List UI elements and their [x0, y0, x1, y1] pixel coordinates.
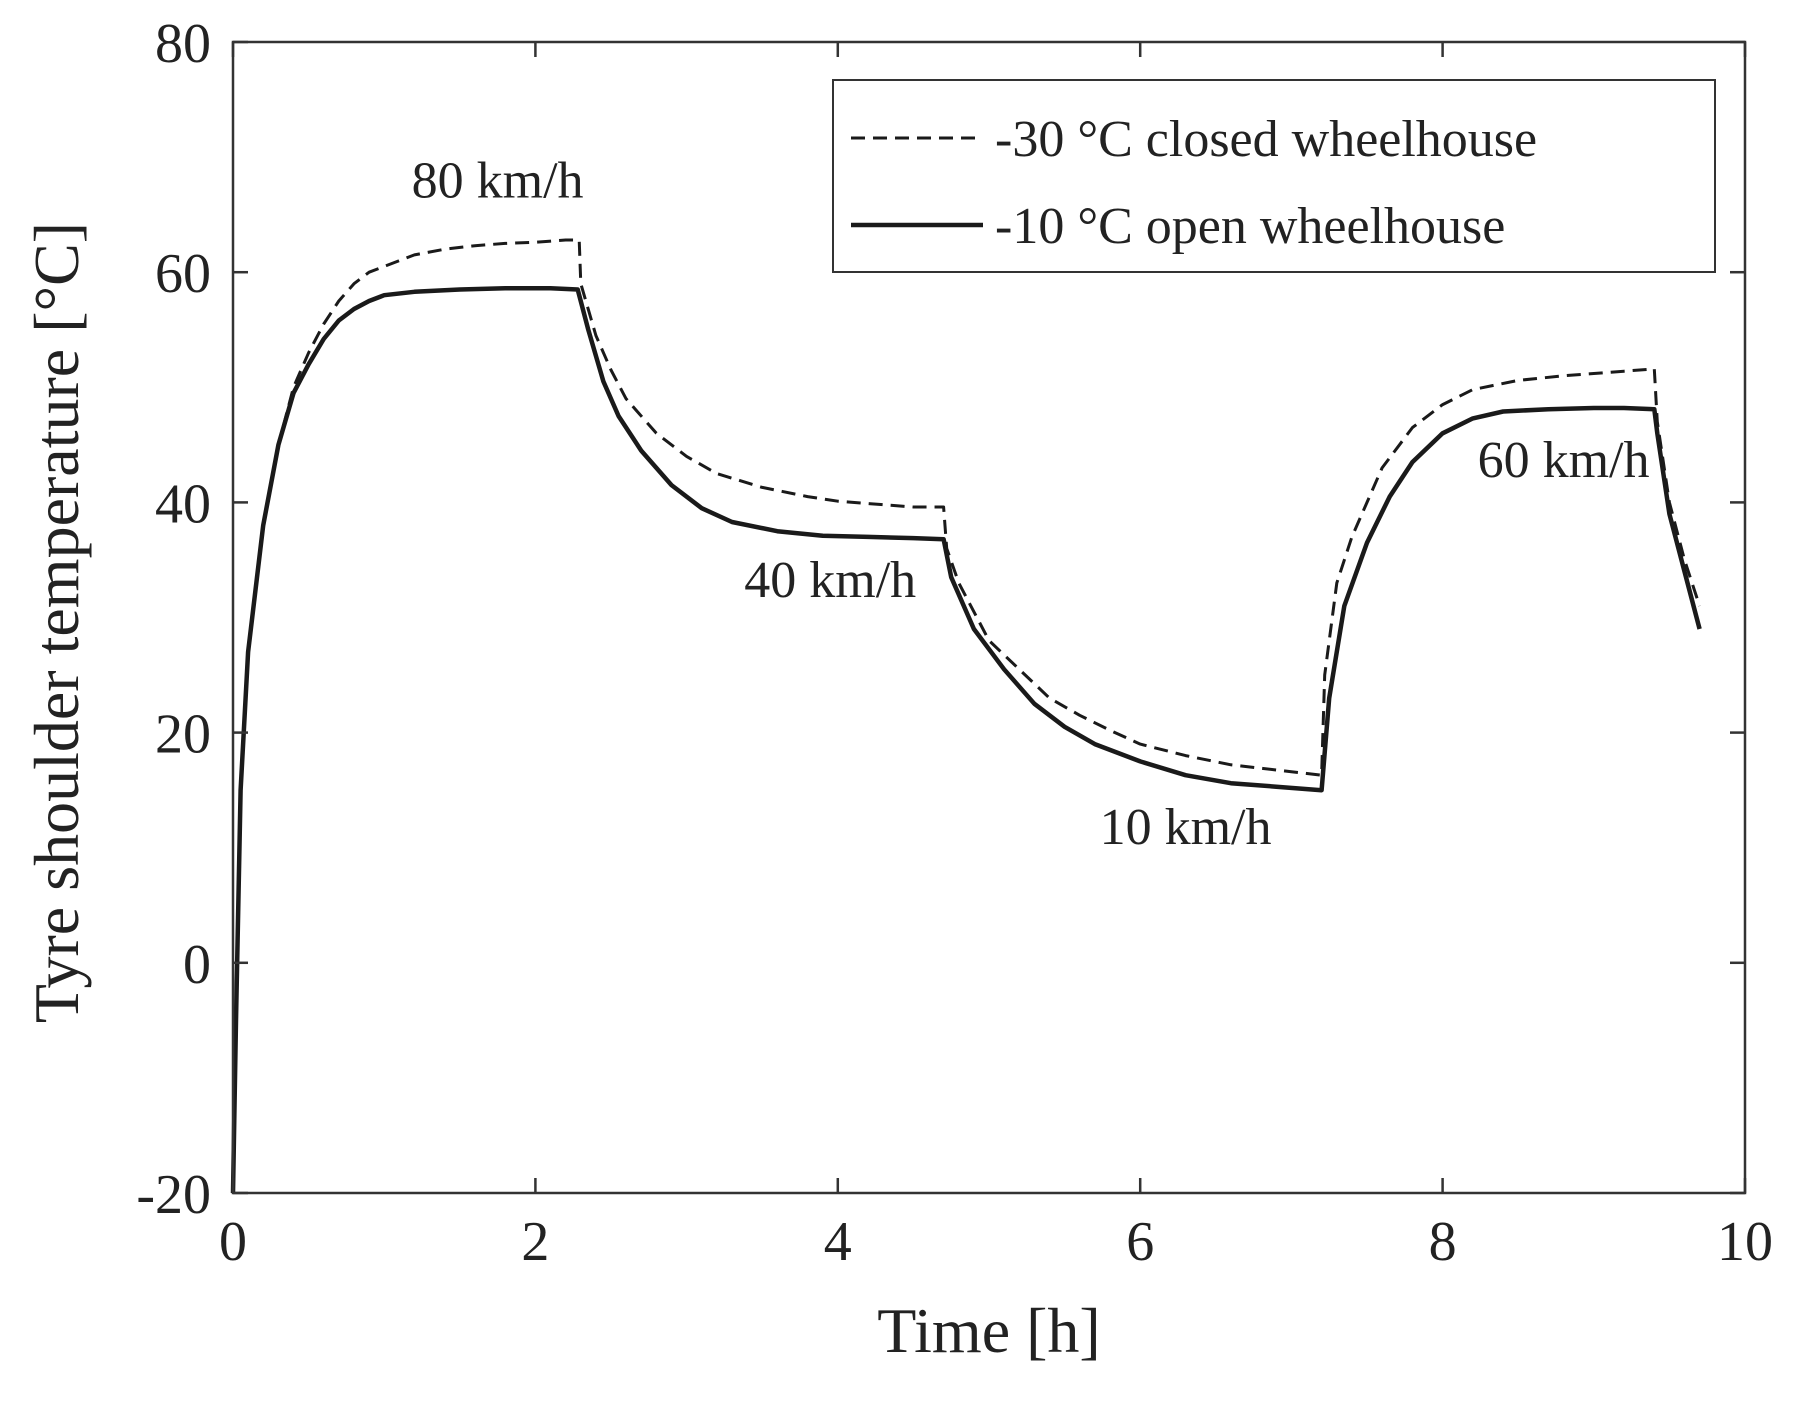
- speed-annotation: 80 km/h: [412, 152, 584, 209]
- speed-annotation: 40 km/h: [744, 552, 916, 609]
- x-tick-label: 0: [219, 1211, 247, 1273]
- y-tick-label: 40: [155, 473, 211, 535]
- x-axis-title: Time [h]: [877, 1295, 1100, 1366]
- speed-annotation: 60 km/h: [1478, 432, 1650, 489]
- y-axis-title: Tyre shoulder temperature [°C]: [21, 222, 92, 1023]
- y-tick-label: 20: [155, 704, 211, 766]
- y-tick-label: 60: [155, 243, 211, 305]
- series-layer: [230, 238, 1702, 1194]
- x-tick-label: 8: [1429, 1211, 1457, 1273]
- annotation-layer: 80 km/h 40 km/h 10 km/h 60 km/h: [412, 152, 1650, 856]
- x-tick-label: 4: [824, 1211, 852, 1273]
- y-tick-label: -20: [136, 1164, 211, 1226]
- speed-annotation: 10 km/h: [1100, 799, 1272, 856]
- x-tick-label: 10: [1717, 1211, 1773, 1273]
- y-tick-label: 80: [155, 13, 211, 75]
- series-line-2: [230, 286, 1702, 1194]
- legend: -30 °C closed wheelhouse -10 °C open whe…: [832, 79, 1716, 273]
- plot-frame: [231, 40, 1747, 1195]
- series-line-1: [231, 238, 1702, 1194]
- legend-box: [832, 79, 1716, 273]
- legend-label-series-1: -30 °C closed wheelhouse: [995, 111, 1537, 168]
- x-tick-label: 2: [521, 1211, 549, 1273]
- legend-label-series-2: -10 °C open wheelhouse: [995, 198, 1505, 255]
- y-tick-label: 0: [183, 934, 211, 996]
- x-tick-label: 6: [1126, 1211, 1154, 1273]
